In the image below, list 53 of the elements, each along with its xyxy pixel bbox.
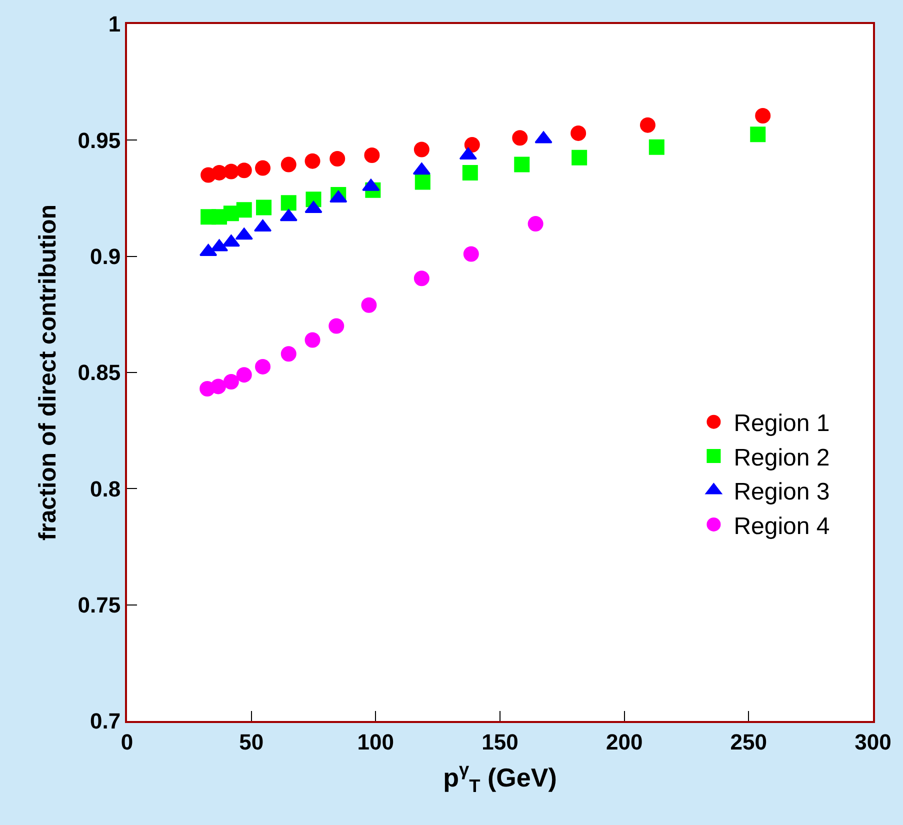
point (414, 270, 430, 286)
point (255, 358, 271, 374)
legend-label: Region 4 (734, 512, 830, 540)
point (280, 346, 296, 362)
point (750, 126, 766, 142)
x-axis-title: p$^{γ}$$_{T}$ (GeV) (443, 760, 557, 796)
point (236, 367, 252, 383)
point (414, 142, 430, 158)
point (280, 195, 296, 211)
point (223, 374, 239, 390)
y-tick-label: 0.8 (90, 476, 121, 502)
point (330, 151, 346, 166)
legend-label: Region 2 (734, 444, 830, 472)
point (462, 164, 478, 180)
y-tick-label: 0.7 (90, 708, 121, 734)
point (223, 164, 239, 180)
point (648, 139, 664, 155)
x-tick-label: 0 (120, 729, 134, 754)
legend-label: Region 3 (734, 478, 830, 506)
point (304, 332, 320, 348)
x-tick-label: 200 (606, 729, 643, 754)
x-tick-label: 50 (239, 729, 264, 754)
point (328, 318, 344, 334)
y-axis-title: fraction of direct contribution (34, 204, 62, 540)
x-tick-label: 300 (854, 729, 892, 754)
point (364, 148, 380, 164)
point (280, 156, 296, 172)
y-tick-label: 0.75 (78, 592, 121, 618)
y-tick-label: 1 (108, 12, 121, 37)
point (570, 125, 586, 141)
point (640, 117, 656, 133)
point (463, 246, 479, 262)
point (755, 108, 771, 124)
point (236, 202, 252, 218)
y-tick-label: 0.85 (78, 360, 121, 386)
point (361, 297, 377, 313)
legend-label: Region 1 (734, 410, 830, 438)
point (210, 378, 226, 394)
x-tick-label: 100 (357, 729, 394, 754)
point (414, 174, 430, 190)
point (255, 160, 271, 176)
point (528, 216, 544, 232)
point (514, 156, 530, 172)
point (256, 200, 272, 216)
y-tick-label: 0.9 (90, 244, 121, 270)
point (464, 137, 480, 153)
point (304, 153, 320, 169)
point (572, 150, 588, 166)
x-tick-label: 250 (730, 729, 768, 754)
x-tick-label: 150 (482, 729, 518, 754)
y-tick-label: 0.95 (78, 128, 121, 153)
point (236, 162, 252, 178)
point (512, 130, 528, 146)
